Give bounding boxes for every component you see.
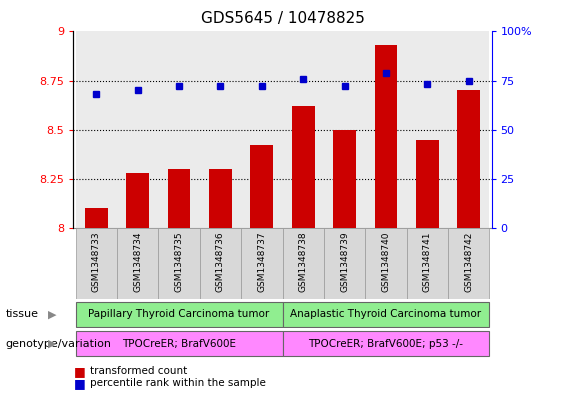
Bar xyxy=(158,228,199,299)
Bar xyxy=(324,228,366,299)
Bar xyxy=(282,302,489,327)
Text: GSM1348740: GSM1348740 xyxy=(381,231,390,292)
Text: GSM1348734: GSM1348734 xyxy=(133,231,142,292)
Bar xyxy=(199,31,241,228)
Bar xyxy=(407,31,448,228)
Title: GDS5645 / 10478825: GDS5645 / 10478825 xyxy=(201,11,364,26)
Bar xyxy=(458,90,480,228)
Bar xyxy=(333,130,356,228)
Text: tissue: tissue xyxy=(6,309,38,320)
Bar xyxy=(85,208,107,228)
Bar xyxy=(375,45,397,228)
Text: transformed count: transformed count xyxy=(90,366,188,376)
Text: ■: ■ xyxy=(73,376,85,390)
Bar xyxy=(117,31,158,228)
Bar xyxy=(282,228,324,299)
Text: GSM1348737: GSM1348737 xyxy=(257,231,266,292)
Bar xyxy=(448,31,489,228)
Text: ▶: ▶ xyxy=(48,309,57,320)
Bar xyxy=(292,106,315,228)
Bar xyxy=(407,228,448,299)
Text: GSM1348738: GSM1348738 xyxy=(299,231,308,292)
Text: TPOCreER; BrafV600E: TPOCreER; BrafV600E xyxy=(122,339,236,349)
Bar xyxy=(241,31,282,228)
Bar xyxy=(324,31,366,228)
Bar xyxy=(126,173,149,228)
Bar xyxy=(366,31,407,228)
Text: GSM1348739: GSM1348739 xyxy=(340,231,349,292)
Text: GSM1348742: GSM1348742 xyxy=(464,231,473,292)
Bar xyxy=(76,331,282,356)
Bar xyxy=(416,140,439,228)
Text: GSM1348741: GSM1348741 xyxy=(423,231,432,292)
Bar xyxy=(250,145,273,228)
Text: genotype/variation: genotype/variation xyxy=(6,339,112,349)
Text: ■: ■ xyxy=(73,365,85,378)
Text: Anaplastic Thyroid Carcinoma tumor: Anaplastic Thyroid Carcinoma tumor xyxy=(290,309,481,320)
Bar xyxy=(76,31,117,228)
Text: TPOCreER; BrafV600E; p53 -/-: TPOCreER; BrafV600E; p53 -/- xyxy=(308,339,463,349)
Bar xyxy=(448,228,489,299)
Bar xyxy=(209,169,232,228)
Text: GSM1348736: GSM1348736 xyxy=(216,231,225,292)
Bar xyxy=(366,228,407,299)
Text: Papillary Thyroid Carcinoma tumor: Papillary Thyroid Carcinoma tumor xyxy=(88,309,270,320)
Text: GSM1348733: GSM1348733 xyxy=(92,231,101,292)
Bar xyxy=(158,31,199,228)
Bar xyxy=(117,228,158,299)
Bar xyxy=(168,169,190,228)
Text: GSM1348735: GSM1348735 xyxy=(175,231,184,292)
Bar xyxy=(282,31,324,228)
Bar xyxy=(76,302,282,327)
Bar xyxy=(241,228,282,299)
Text: ▶: ▶ xyxy=(48,339,57,349)
Bar xyxy=(76,228,117,299)
Bar xyxy=(282,331,489,356)
Text: percentile rank within the sample: percentile rank within the sample xyxy=(90,378,266,388)
Bar xyxy=(199,228,241,299)
